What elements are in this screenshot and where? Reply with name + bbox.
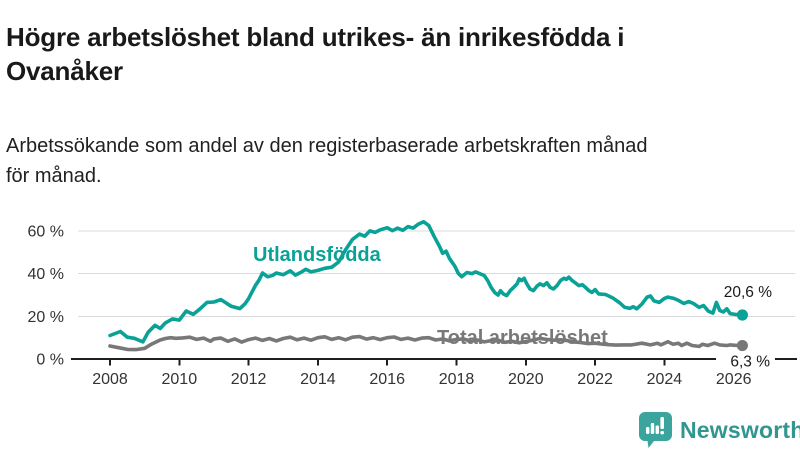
x-axis-label-2016: 2016 [369, 371, 405, 388]
unemployment-line-chart: 0 % 20 % 40 % 60 % Utlandsfödda Total arbetsl… [28, 219, 797, 388]
x-axis-label-2008: 2008 [92, 371, 128, 388]
mini-bar-chart-glyph [646, 417, 664, 435]
page-title: Högre arbetslöshet bland utrikes- än inr… [6, 22, 625, 87]
y-axis-label-0: 0 % [36, 352, 64, 369]
series-label-total: Total arbetslöshet [437, 327, 608, 349]
x-axis-label-2022: 2022 [577, 371, 613, 388]
y-axis-label-60: 60 % [28, 223, 64, 240]
x-axis-label-2026: 2026 [716, 371, 752, 388]
x-axis-label-2020: 2020 [508, 371, 544, 388]
speech-bubble-shape [639, 412, 672, 448]
series-end-dot-utlandsfodda [736, 309, 748, 321]
x-axis-label-2010: 2010 [162, 371, 198, 388]
x-axis-label-2014: 2014 [300, 371, 336, 388]
series-line-utlandsfodda [108, 219, 745, 344]
end-value-label-total: 6,3 % [730, 354, 770, 371]
newsworthy-chart-bubble-icon [639, 412, 672, 448]
newsworthy-wordmark: Newsworthy [680, 416, 800, 443]
end-value-label-utlandsfodda: 20,6 % [724, 284, 772, 301]
newsworthy-logo: Newsworthy [639, 412, 800, 448]
x-axis-label-2012: 2012 [231, 371, 267, 388]
series-end-dot-total [736, 339, 748, 352]
x-axis-label-2024: 2024 [647, 371, 683, 388]
x-axis-label-2018: 2018 [439, 371, 475, 388]
y-axis-label-20: 20 % [28, 309, 64, 326]
y-axis-label-40: 40 % [28, 266, 64, 283]
series-label-utlandsfodda: Utlandsfödda [253, 244, 382, 266]
series-line-total [108, 334, 745, 352]
chart-subtitle: Arbetssökande som andel av den registerb… [6, 135, 648, 187]
end-value-label-bg [716, 352, 775, 370]
